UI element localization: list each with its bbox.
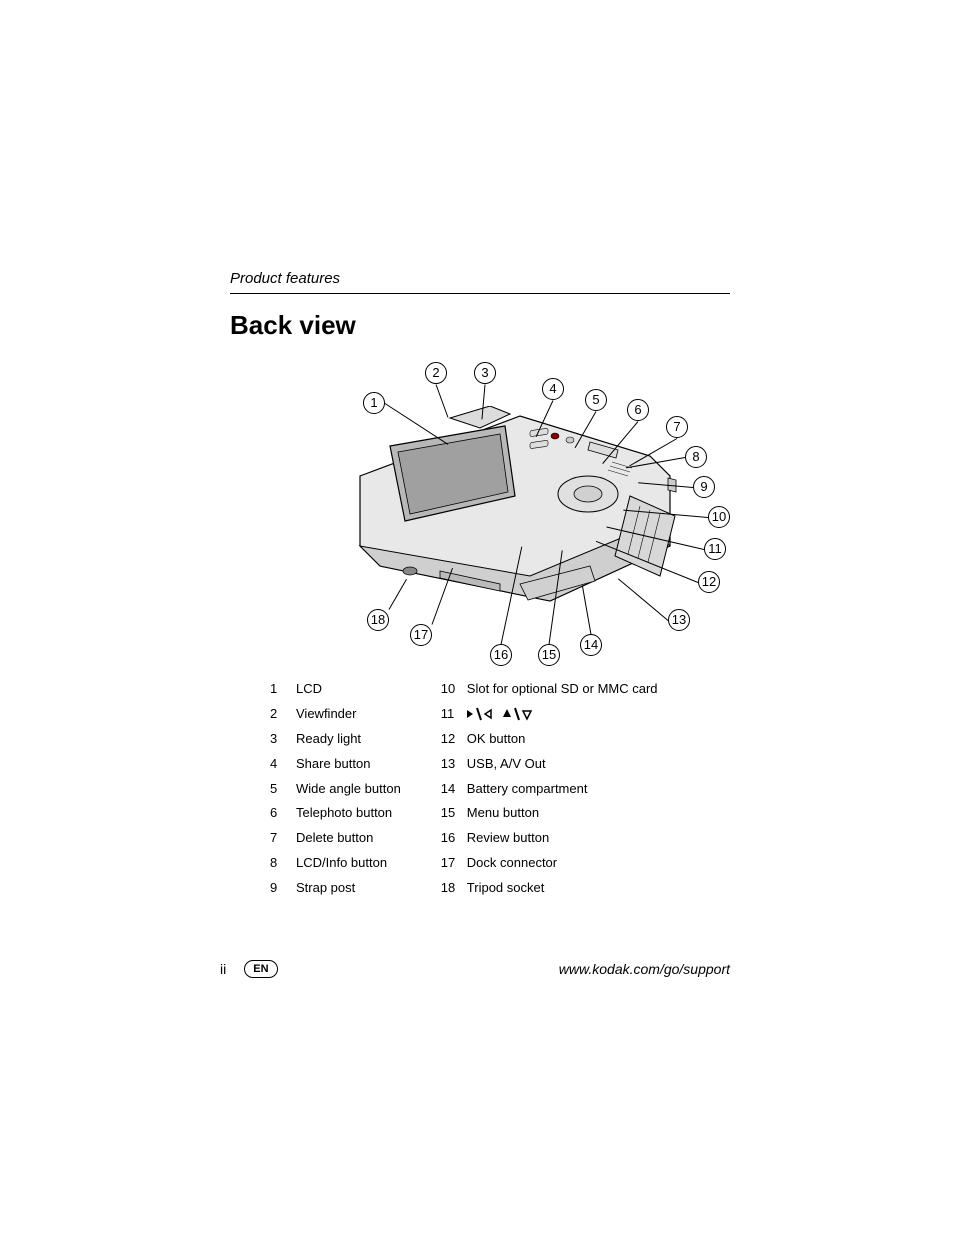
legend-number: 11	[441, 706, 467, 723]
callout-number: 12	[698, 571, 720, 593]
page-number: ii	[220, 961, 226, 977]
legend-label: Review button	[467, 830, 658, 847]
legend-label: Slot for optional SD or MMC card	[467, 681, 658, 698]
legend-row: 4Share button	[270, 756, 401, 773]
legend-row: 6Telephoto button	[270, 805, 401, 822]
legend-row: 14Battery compartment	[441, 781, 658, 798]
legend-row: 9Strap post	[270, 880, 401, 897]
legend-row: 10Slot for optional SD or MMC card	[441, 681, 658, 698]
callout-number: 13	[668, 609, 690, 631]
legend-number: 14	[441, 781, 467, 798]
legend-row: 11	[441, 706, 658, 723]
callout-number: 9	[693, 476, 715, 498]
footer-url: www.kodak.com/go/support	[559, 961, 730, 977]
page-title: Back view	[230, 310, 730, 341]
camera-diagram: 123456789101112131415161718	[280, 351, 760, 661]
legend-number: 3	[270, 731, 296, 748]
callout-number: 4	[542, 378, 564, 400]
callout-number: 14	[580, 634, 602, 656]
legend-label: LCD	[296, 681, 401, 698]
legend: 1LCD2Viewfinder3Ready light4Share button…	[270, 681, 730, 897]
legend-row: 13USB, A/V Out	[441, 756, 658, 773]
callout-number: 11	[704, 538, 726, 560]
legend-number: 9	[270, 880, 296, 897]
callout-number: 7	[666, 416, 688, 438]
legend-number: 10	[441, 681, 467, 698]
page-footer: ii EN www.kodak.com/go/support	[220, 960, 730, 978]
callout-number: 17	[410, 624, 432, 646]
legend-label: OK button	[467, 731, 658, 748]
callout-number: 6	[627, 399, 649, 421]
legend-label: Share button	[296, 756, 401, 773]
legend-row: 16Review button	[441, 830, 658, 847]
callout-number: 5	[585, 389, 607, 411]
legend-label: Strap post	[296, 880, 401, 897]
callout-number: 10	[708, 506, 730, 528]
callout-number: 2	[425, 362, 447, 384]
legend-row: 17Dock connector	[441, 855, 658, 872]
direction-arrows-icon	[467, 706, 658, 723]
legend-row: 7Delete button	[270, 830, 401, 847]
legend-number: 4	[270, 756, 296, 773]
legend-number: 16	[441, 830, 467, 847]
legend-row: 8LCD/Info button	[270, 855, 401, 872]
callout-number: 15	[538, 644, 560, 666]
legend-row: 1LCD	[270, 681, 401, 698]
legend-row: 2Viewfinder	[270, 706, 401, 723]
legend-row: 18Tripod socket	[441, 880, 658, 897]
legend-label: Delete button	[296, 830, 401, 847]
legend-number: 2	[270, 706, 296, 723]
legend-label: Battery compartment	[467, 781, 658, 798]
legend-label: Dock connector	[467, 855, 658, 872]
legend-label: Menu button	[467, 805, 658, 822]
language-badge: EN	[244, 960, 277, 978]
header-rule	[230, 293, 730, 294]
legend-column-right: 10Slot for optional SD or MMC card1112OK…	[441, 681, 658, 897]
legend-label: Viewfinder	[296, 706, 401, 723]
legend-column-left: 1LCD2Viewfinder3Ready light4Share button…	[270, 681, 401, 897]
legend-row: 12OK button	[441, 731, 658, 748]
legend-label: Wide angle button	[296, 781, 401, 798]
legend-number: 6	[270, 805, 296, 822]
legend-label: Tripod socket	[467, 880, 658, 897]
legend-number: 15	[441, 805, 467, 822]
callout-number: 8	[685, 446, 707, 468]
legend-number: 1	[270, 681, 296, 698]
callout-number: 18	[367, 609, 389, 631]
legend-row: 3Ready light	[270, 731, 401, 748]
legend-row: 15Menu button	[441, 805, 658, 822]
legend-number: 8	[270, 855, 296, 872]
callout-number: 1	[363, 392, 385, 414]
legend-number: 17	[441, 855, 467, 872]
legend-row: 5Wide angle button	[270, 781, 401, 798]
page-content: Product features Back view	[230, 270, 730, 897]
section-label: Product features	[230, 270, 730, 287]
callout-number: 16	[490, 644, 512, 666]
legend-number: 7	[270, 830, 296, 847]
legend-label: Ready light	[296, 731, 401, 748]
legend-label: Telephoto button	[296, 805, 401, 822]
legend-number: 12	[441, 731, 467, 748]
legend-label: USB, A/V Out	[467, 756, 658, 773]
legend-label: LCD/Info button	[296, 855, 401, 872]
callout-number: 3	[474, 362, 496, 384]
legend-number: 5	[270, 781, 296, 798]
legend-number: 13	[441, 756, 467, 773]
legend-number: 18	[441, 880, 467, 897]
